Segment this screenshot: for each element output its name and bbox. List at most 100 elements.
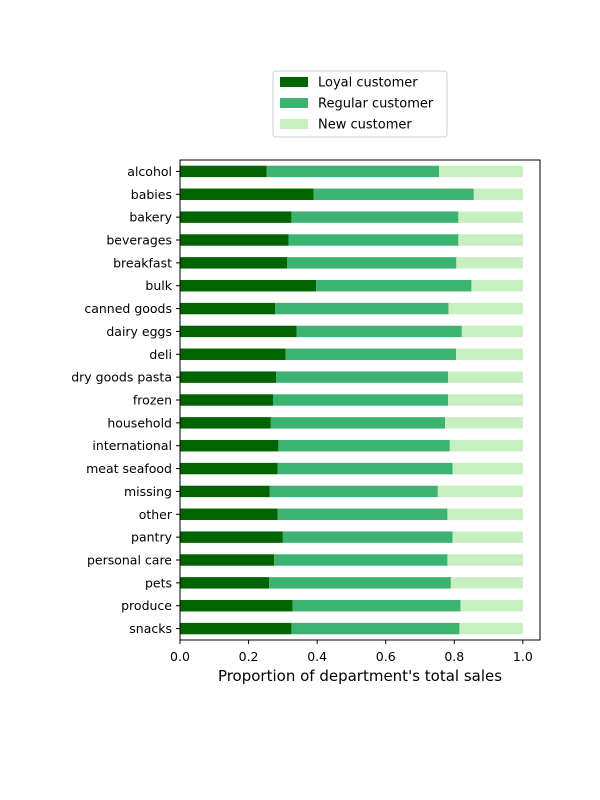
bar-regular-customer-frozen bbox=[273, 394, 449, 406]
bar-loyal-customer-bulk bbox=[180, 280, 317, 292]
bar-new-customer-deli bbox=[456, 348, 523, 360]
y-tick-label-other: other bbox=[139, 507, 173, 522]
bar-new-customer-breakfast bbox=[456, 257, 523, 269]
bar-loyal-customer-other bbox=[180, 508, 278, 520]
y-tick-label-dry-goods-pasta: dry goods pasta bbox=[71, 370, 172, 385]
bar-loyal-customer-pantry bbox=[180, 531, 283, 543]
bar-regular-customer-beverages bbox=[288, 234, 459, 246]
bar-loyal-customer-dairy-eggs bbox=[180, 325, 297, 338]
legend-swatch-loyal-customer bbox=[280, 77, 308, 87]
bar-regular-customer-breakfast bbox=[287, 257, 457, 269]
bar-new-customer-personal-care bbox=[447, 554, 523, 566]
bar-loyal-customer-pets bbox=[180, 577, 270, 589]
bar-new-customer-missing bbox=[437, 485, 523, 498]
bar-loyal-customer-alcohol bbox=[180, 165, 267, 178]
y-tick-label-alcohol: alcohol bbox=[127, 164, 172, 179]
bar-loyal-customer-beverages bbox=[180, 234, 289, 246]
y-tick-label-canned-goods: canned goods bbox=[84, 301, 172, 316]
bar-new-customer-alcohol bbox=[439, 165, 523, 178]
y-tick-label-frozen: frozen bbox=[133, 393, 172, 408]
bar-loyal-customer-produce bbox=[180, 600, 293, 612]
y-tick-label-personal-care: personal care bbox=[87, 553, 172, 568]
bar-new-customer-pets bbox=[450, 577, 523, 589]
x-tick-label: 0.6 bbox=[376, 649, 396, 664]
bar-loyal-customer-household bbox=[180, 417, 271, 429]
bar-loyal-customer-babies bbox=[180, 188, 314, 200]
x-tick-label: 1.0 bbox=[513, 649, 533, 664]
bar-regular-customer-pets bbox=[269, 577, 451, 589]
y-tick-label-missing: missing bbox=[124, 484, 172, 499]
y-axis: alcohol babies bakery beverages breakfast bul… bbox=[71, 164, 180, 636]
bars-layer bbox=[180, 165, 523, 635]
bar-loyal-customer-international bbox=[180, 440, 279, 452]
y-tick-label-international: international bbox=[92, 438, 172, 453]
legend-frame bbox=[272, 70, 448, 138]
x-tick-label: 0.8 bbox=[444, 649, 464, 664]
bar-regular-customer-deli bbox=[285, 348, 456, 360]
bar-new-customer-babies bbox=[473, 188, 523, 200]
bar-loyal-customer-meat-seafood bbox=[180, 462, 278, 475]
bar-regular-customer-bakery bbox=[291, 211, 459, 223]
bar-new-customer-bakery bbox=[458, 211, 523, 223]
bar-loyal-customer-breakfast bbox=[180, 257, 288, 269]
bar-regular-customer-international bbox=[278, 440, 450, 452]
y-tick-label-bulk: bulk bbox=[145, 278, 172, 293]
bar-new-customer-international bbox=[449, 440, 523, 452]
bar-regular-customer-alcohol bbox=[266, 165, 440, 178]
legend-label-regular-customer: Regular customer bbox=[318, 97, 434, 112]
legend-swatch-new-customer bbox=[280, 119, 308, 129]
bar-loyal-customer-missing bbox=[180, 485, 270, 498]
y-tick-label-produce: produce bbox=[121, 598, 172, 613]
bar-new-customer-household bbox=[445, 417, 523, 429]
legend-label-new-customer: New customer bbox=[318, 118, 412, 133]
y-tick-label-bakery: bakery bbox=[129, 210, 172, 225]
y-tick-label-pets: pets bbox=[145, 575, 172, 590]
bar-new-customer-bulk bbox=[471, 280, 523, 292]
bar-regular-customer-bulk bbox=[316, 280, 472, 292]
y-tick-label-babies: babies bbox=[131, 187, 172, 202]
bar-new-customer-dairy-eggs bbox=[461, 325, 523, 338]
bar-new-customer-meat-seafood bbox=[452, 462, 523, 475]
y-tick-label-beverages: beverages bbox=[106, 233, 172, 248]
bar-loyal-customer-deli bbox=[180, 348, 286, 360]
bar-new-customer-dry-goods-pasta bbox=[448, 371, 523, 383]
bar-regular-customer-personal-care bbox=[274, 554, 448, 566]
bar-regular-customer-pantry bbox=[282, 531, 453, 543]
bar-regular-customer-household bbox=[270, 417, 446, 429]
bar-loyal-customer-snacks bbox=[180, 622, 292, 635]
legend-label-loyal-customer: Loyal customer bbox=[318, 76, 418, 91]
y-tick-label-household: household bbox=[107, 415, 172, 430]
x-tick-label: 0.4 bbox=[307, 649, 327, 664]
bar-loyal-customer-canned-goods bbox=[180, 302, 276, 315]
legend: Loyal customer Regular customer New custom… bbox=[272, 70, 448, 138]
bar-regular-customer-dairy-eggs bbox=[296, 325, 462, 338]
x-axis-label: Proportion of department's total sales bbox=[218, 667, 502, 685]
bar-regular-customer-meat-seafood bbox=[277, 462, 453, 475]
y-tick-label-dairy-eggs: dairy eggs bbox=[106, 324, 172, 339]
y-tick-label-pantry: pantry bbox=[131, 530, 173, 545]
bar-regular-customer-other bbox=[277, 508, 448, 520]
y-tick-label-snacks: snacks bbox=[129, 621, 172, 636]
bar-regular-customer-canned-goods bbox=[275, 302, 449, 315]
x-tick-label: 0.0 bbox=[170, 649, 190, 664]
bar-regular-customer-dry-goods-pasta bbox=[276, 371, 449, 383]
bar-loyal-customer-bakery bbox=[180, 211, 292, 223]
bar-regular-customer-produce bbox=[292, 600, 461, 612]
bar-new-customer-frozen bbox=[448, 394, 523, 406]
bar-new-customer-beverages bbox=[458, 234, 523, 246]
x-tick-label: 0.2 bbox=[239, 649, 259, 664]
bar-regular-customer-snacks bbox=[291, 622, 460, 635]
bar-regular-customer-missing bbox=[269, 485, 438, 498]
x-axis: 0.0 0.2 0.4 0.6 0.8 1.0 bbox=[170, 640, 533, 664]
bar-loyal-customer-frozen bbox=[180, 394, 274, 406]
y-tick-label-breakfast: breakfast bbox=[113, 255, 172, 270]
bar-new-customer-produce bbox=[460, 600, 523, 612]
bar-new-customer-pantry bbox=[452, 531, 523, 543]
bar-new-customer-snacks bbox=[459, 622, 523, 635]
bar-loyal-customer-dry-goods-pasta bbox=[180, 371, 276, 383]
legend-swatch-regular-customer bbox=[280, 98, 308, 108]
bar-regular-customer-babies bbox=[313, 188, 474, 200]
bar-new-customer-canned-goods bbox=[448, 302, 523, 315]
y-tick-label-deli: deli bbox=[149, 347, 172, 362]
